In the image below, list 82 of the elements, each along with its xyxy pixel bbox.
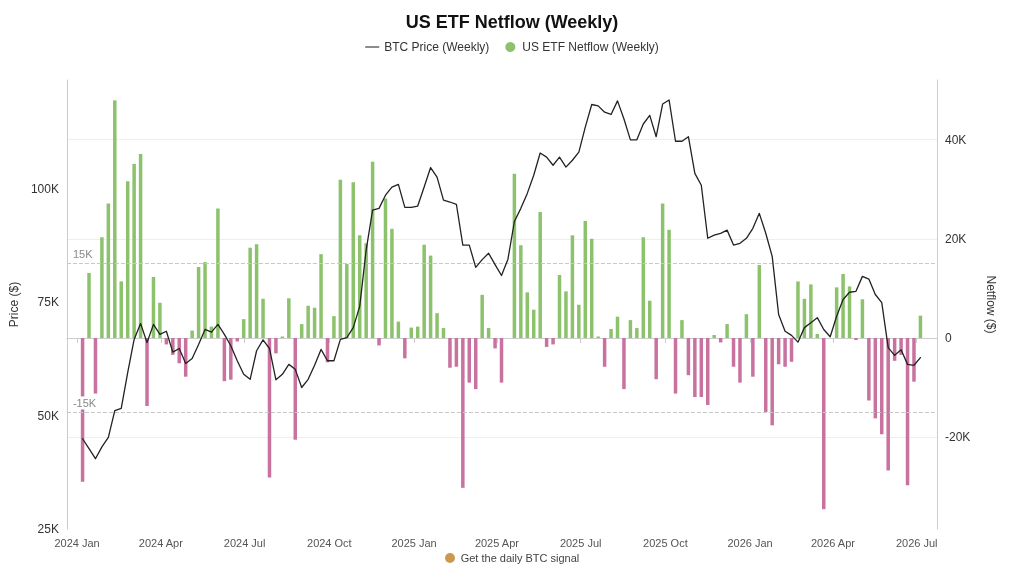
bar xyxy=(577,304,581,338)
y2-tick-label: -20K xyxy=(945,430,971,445)
bar xyxy=(261,298,265,338)
text: Get the daily BTC signal xyxy=(459,552,581,564)
bar xyxy=(100,237,104,338)
bar xyxy=(886,337,890,471)
x-tick-label: 2026 Apr xyxy=(810,536,856,549)
y2-tick-label: 40K xyxy=(945,132,967,147)
bar xyxy=(712,335,716,338)
bar xyxy=(680,320,684,338)
bar xyxy=(345,264,349,338)
bar xyxy=(190,330,194,338)
bar xyxy=(216,208,220,338)
bar xyxy=(880,337,884,435)
bar xyxy=(493,337,497,349)
bar xyxy=(119,281,123,338)
y-tick-label: 50K xyxy=(37,408,59,423)
bar xyxy=(145,337,149,406)
bar xyxy=(274,337,278,354)
bar xyxy=(667,229,671,338)
bar xyxy=(461,337,465,488)
bar xyxy=(319,254,323,338)
x-tick-label: 2026 Jan xyxy=(727,536,773,549)
x-tick-label: 2025 Apr xyxy=(474,536,520,549)
chart-title: US ETF Netflow (Weekly) xyxy=(405,12,619,32)
bar xyxy=(332,316,336,338)
x-tick-label: 2025 Oct xyxy=(643,536,688,549)
bar xyxy=(113,100,117,338)
x-tick-label: 2025 Jan xyxy=(391,536,437,549)
x-tick-label: 2024 Oct xyxy=(307,536,352,549)
bar xyxy=(287,298,291,338)
bar xyxy=(796,281,800,338)
ref-line-label: -15K xyxy=(72,396,97,409)
x-tick-label: 2025 Jul xyxy=(559,536,602,549)
bar xyxy=(364,243,368,338)
bar xyxy=(403,337,407,359)
bar xyxy=(867,337,871,401)
bar xyxy=(435,313,439,338)
bar xyxy=(809,284,813,338)
x-tick-label: 2024 Jan xyxy=(54,536,100,549)
bar xyxy=(912,337,916,382)
y2-tick-label: 0 xyxy=(945,330,952,345)
bar xyxy=(751,337,755,377)
bar xyxy=(87,273,91,338)
bar xyxy=(229,337,233,380)
bar xyxy=(480,294,484,338)
y-axis-title: Price ($) xyxy=(7,281,21,328)
bar xyxy=(783,337,787,367)
bar xyxy=(564,291,568,338)
bar xyxy=(306,305,310,338)
y2-tick-label: 20K xyxy=(945,231,967,246)
y2-axis-title: Netflow ($) xyxy=(984,275,998,334)
ref-line-label: 15K xyxy=(72,248,94,261)
bar xyxy=(841,273,845,338)
x-tick-label: 2026 Jul xyxy=(895,536,938,549)
bar xyxy=(654,337,658,380)
bar xyxy=(158,302,162,338)
bar xyxy=(622,337,626,390)
bar xyxy=(132,163,136,338)
bar xyxy=(248,247,252,338)
y-tick-label: 100K xyxy=(30,181,59,196)
legend-label: BTC Price (Weekly) xyxy=(384,40,490,54)
bar xyxy=(377,337,381,346)
y-tick-label: 75K xyxy=(37,295,59,310)
bar xyxy=(770,337,774,426)
bar xyxy=(738,337,742,383)
x-tick-label: 2024 Jul xyxy=(223,536,266,549)
bar xyxy=(822,337,826,510)
bar xyxy=(725,324,729,338)
legend-label: US ETF Netflow (Weekly) xyxy=(522,40,659,54)
bar xyxy=(635,328,639,338)
bar xyxy=(693,337,697,398)
y-tick-label: 25K xyxy=(37,522,59,536)
bar xyxy=(390,228,394,338)
bar xyxy=(203,262,207,338)
bar xyxy=(422,244,426,338)
x-tick-label: 2024 Apr xyxy=(138,536,184,549)
bar xyxy=(448,337,452,368)
bar xyxy=(609,329,613,338)
bar xyxy=(551,337,555,345)
bar xyxy=(519,245,523,338)
bar xyxy=(538,211,542,338)
